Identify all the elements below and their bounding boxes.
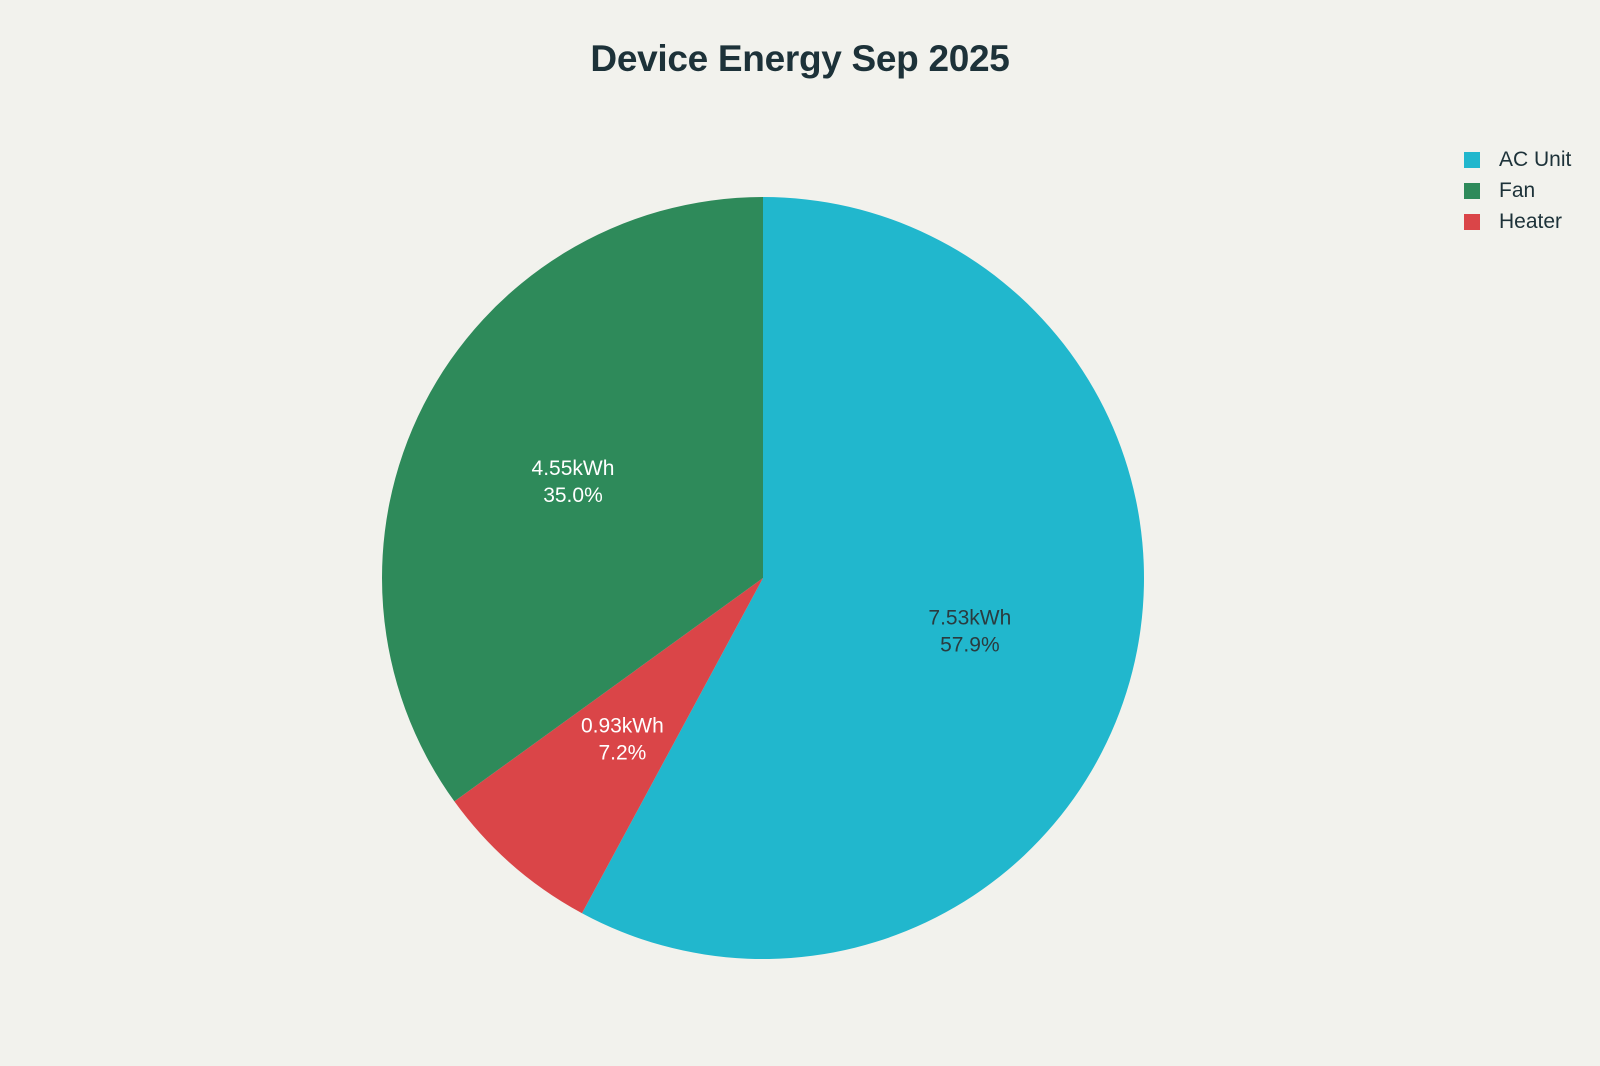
slice-percent-label: 57.9% xyxy=(940,633,1000,656)
chart-title: Device Energy Sep 2025 xyxy=(590,38,1010,79)
legend-swatch xyxy=(1464,182,1480,199)
slice-value-label: 7.53kWh xyxy=(928,606,1011,629)
legend-item-ac-unit[interactable]: AC Unit xyxy=(1464,144,1571,175)
legend: AC Unit Fan Heater xyxy=(1464,144,1571,237)
legend-swatch xyxy=(1464,151,1480,168)
pie-slice-ac-unit[interactable] xyxy=(582,197,1144,960)
slice-data-label: 7.53kWh 57.9% xyxy=(928,606,1011,656)
slice-data-label: 0.93kWh 7.2% xyxy=(581,714,664,764)
pie-slice-heater[interactable] xyxy=(454,578,763,914)
slice-percent-label: 35.0% xyxy=(543,484,603,507)
legend-item-fan[interactable]: Fan xyxy=(1464,175,1571,206)
pie-slice-fan[interactable] xyxy=(381,196,763,802)
slice-value-label: 4.55kWh xyxy=(532,457,615,480)
slice-value-label: 0.93kWh xyxy=(581,714,664,737)
legend-item-heater[interactable]: Heater xyxy=(1464,206,1571,237)
legend-swatch xyxy=(1464,213,1480,230)
slice-data-label: 4.55kWh 35.0% xyxy=(532,457,615,507)
legend-label: Fan xyxy=(1499,178,1536,202)
legend-label: AC Unit xyxy=(1499,147,1572,171)
slice-percent-label: 7.2% xyxy=(598,741,646,764)
legend-label: Heater xyxy=(1499,209,1563,233)
